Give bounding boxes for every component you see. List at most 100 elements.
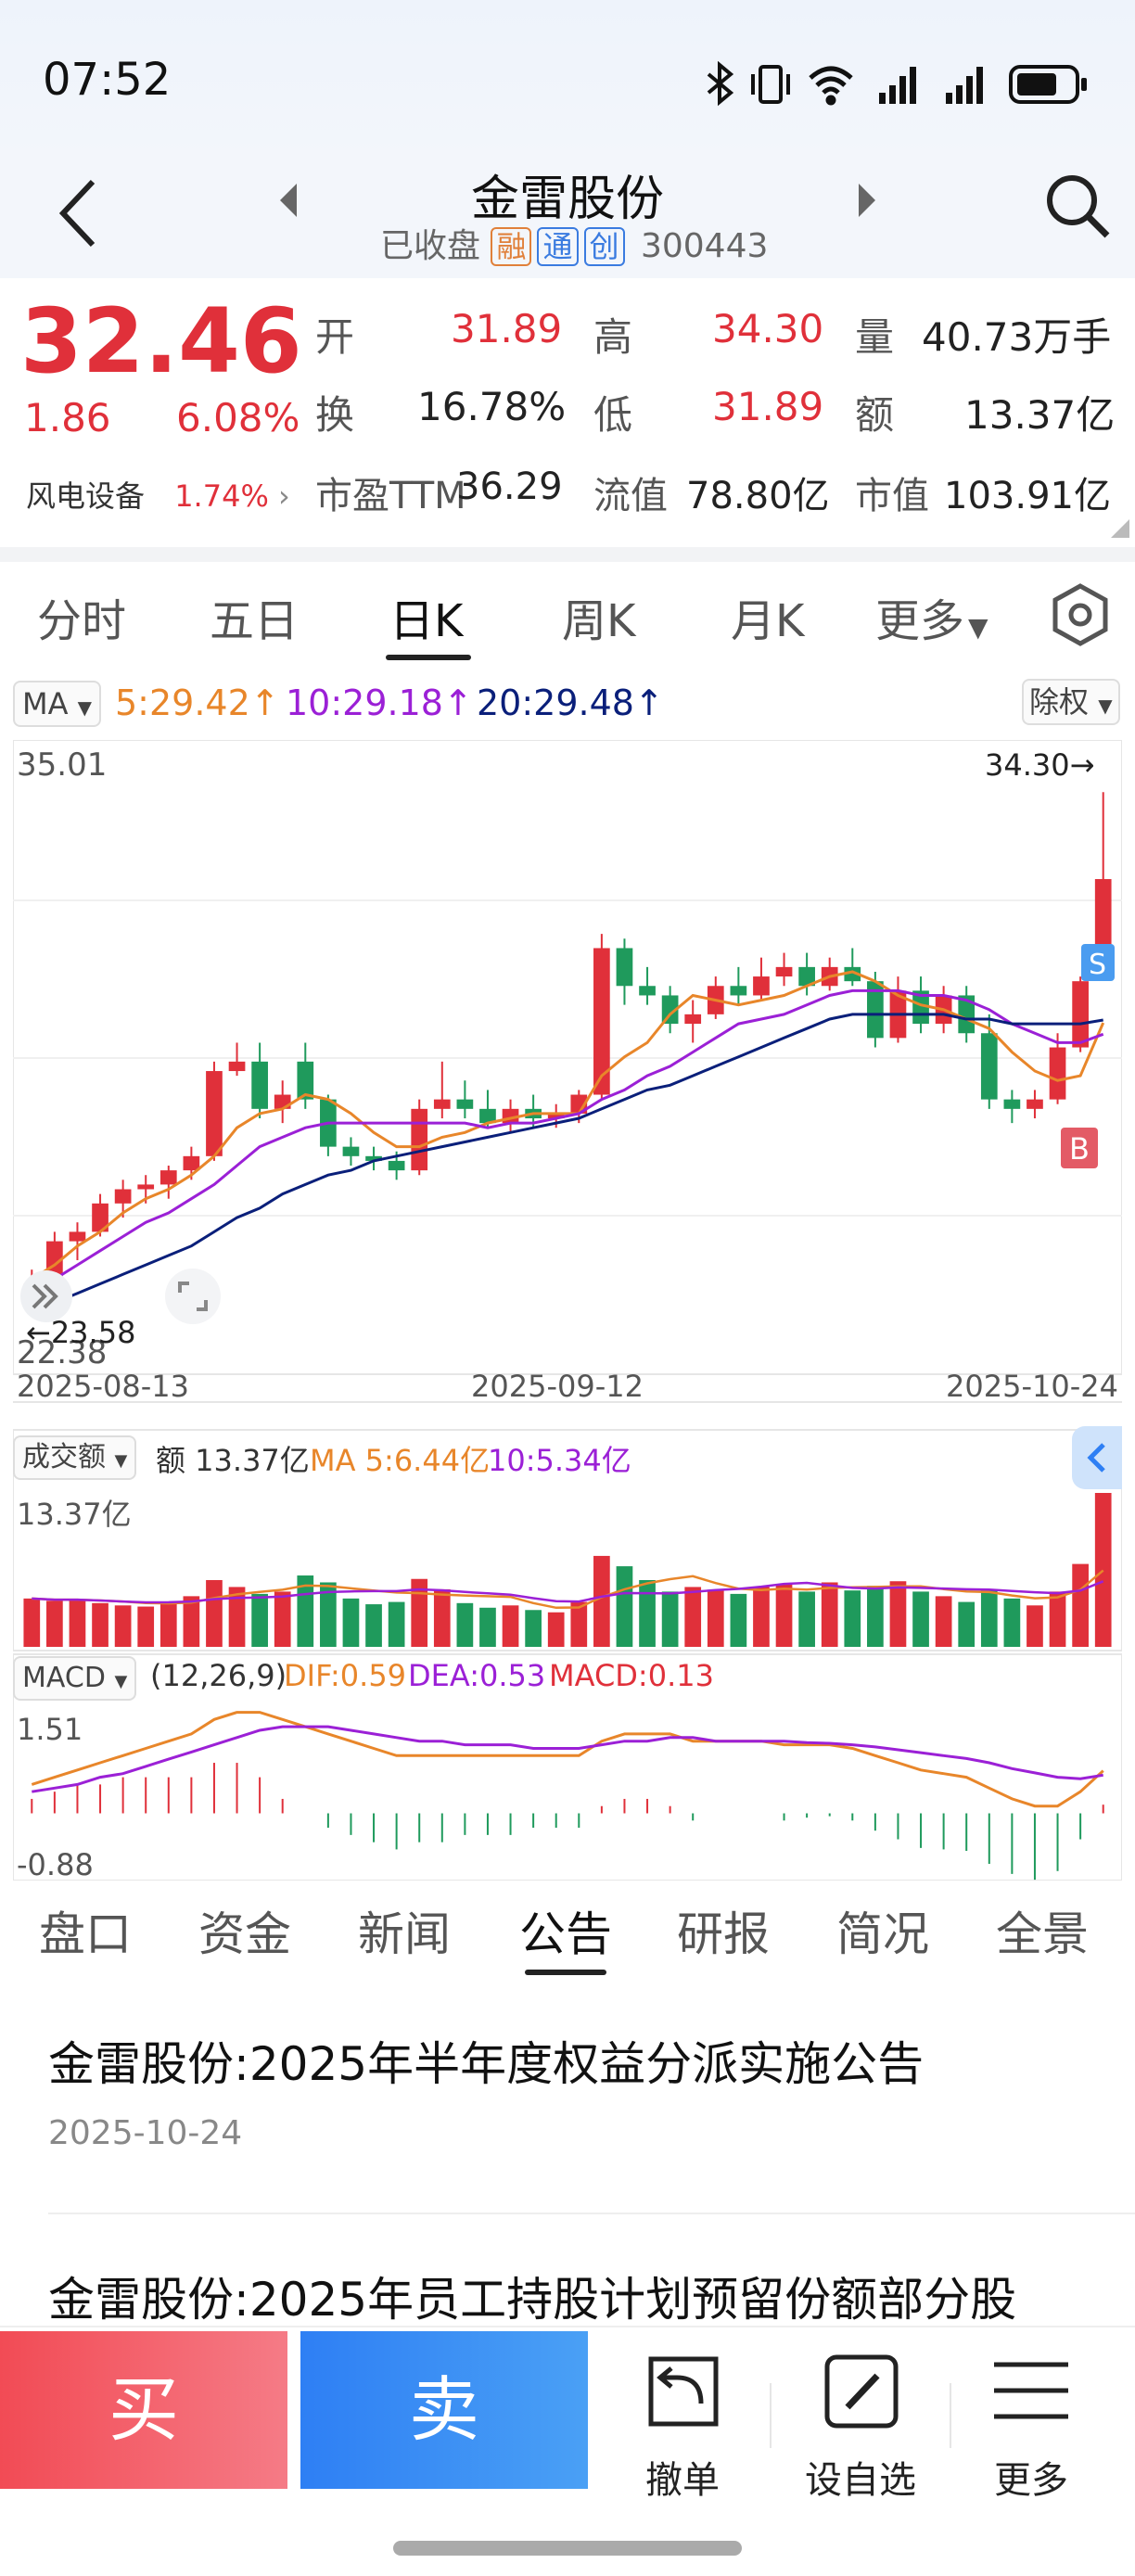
settings-hexagon-icon[interactable] [1048, 582, 1113, 647]
announcement-item[interactable]: 金雷股份:2025年员工持股计划预留份额部分股 [48, 2263, 1135, 2329]
tab-more[interactable]: 更多 ▼ [875, 584, 988, 649]
menu-icon [994, 2362, 1068, 2419]
volume-bar [661, 1591, 679, 1647]
tab-capital[interactable]: 资金 [198, 1907, 291, 1961]
announcement-item[interactable]: 金雷股份:2025年半年度权益分派实施公告 2025-10-24 [48, 2027, 1105, 2152]
date-label-start: 2025-08-13 [17, 1369, 189, 1404]
volume-bar [365, 1604, 382, 1647]
tab-intraday[interactable]: 分时 [37, 595, 127, 647]
label-low: 低 [593, 392, 633, 438]
volume-bar [1003, 1598, 1021, 1647]
volume-bar [388, 1601, 405, 1647]
candle [342, 1137, 360, 1167]
badge-chinext: 创 [583, 227, 625, 266]
ma-selector[interactable]: MA ▼ [13, 681, 102, 727]
candle [753, 957, 770, 1001]
industry-row[interactable]: 风电设备 1.74% › [26, 478, 290, 514]
macd-params: (12,26,9) [150, 1658, 287, 1693]
value-high: 34.30 [712, 306, 824, 351]
tab-monthly-k[interactable]: 月K [731, 595, 805, 647]
tab-daily-k[interactable]: 日K [389, 595, 464, 647]
buy-signal-marker[interactable] [1061, 1128, 1098, 1168]
date-label-end: 2025-10-24 [946, 1369, 1118, 1404]
tab-weekly-k[interactable]: 周K [562, 595, 636, 647]
volume-bar [69, 1600, 86, 1647]
volume-bar [707, 1590, 724, 1647]
kline-chart[interactable]: 35.01 22.38 34.30→ ←23.58 S B 2025-08-13… [13, 740, 1122, 1881]
ma10-label: 10:29.18 [286, 682, 443, 723]
volume-bar [525, 1610, 542, 1647]
side-panel-toggle[interactable] [1072, 1426, 1122, 1489]
list-divider [48, 2213, 1135, 2214]
wifi-icon [809, 66, 853, 106]
price-change-pct: 6.08% [176, 395, 300, 440]
volume-bar [137, 1606, 155, 1647]
sell-signal-marker[interactable] [1081, 944, 1115, 981]
expand-corner-icon[interactable] [1109, 517, 1131, 540]
home-indicator[interactable] [393, 2541, 742, 2556]
candle [69, 1222, 86, 1261]
ma5-value: 5:29.42↑ [115, 682, 280, 723]
macd-selector[interactable]: MACD ▼ [13, 1656, 137, 1701]
collapse-arrows-icon[interactable] [20, 1270, 72, 1322]
candle [1027, 1090, 1043, 1119]
ma20-label: 20:29.48 [477, 682, 634, 723]
ma10-line [31, 988, 1104, 1290]
tab-news[interactable]: 新闻 [358, 1907, 451, 1961]
volume-bar [159, 1601, 177, 1647]
volume-bar [798, 1591, 815, 1647]
volume-bar [433, 1588, 451, 1647]
prev-stock-icon[interactable] [278, 182, 299, 219]
volume-bar [684, 1587, 702, 1647]
volume-bar [1027, 1605, 1043, 1647]
search-icon[interactable] [1042, 171, 1113, 241]
volume-amount: 额 13.37亿 [156, 1443, 310, 1478]
volume-selector[interactable]: 成交额 ▼ [13, 1435, 137, 1480]
volume-bar [1049, 1591, 1066, 1647]
more-button[interactable]: 更多 [948, 2350, 1115, 2502]
value-open: 31.89 [451, 306, 563, 351]
tab-announcements[interactable]: 公告 [519, 1907, 612, 1961]
section-divider [0, 547, 1135, 562]
tab-order-book[interactable]: 盘口 [39, 1907, 132, 1961]
macd-dif: DIF:0.59 [284, 1658, 407, 1693]
battery-icon [1009, 65, 1087, 104]
bluetooth-icon [707, 61, 734, 107]
volume-bar [23, 1598, 41, 1647]
buy-button[interactable]: 买 [0, 2331, 287, 2489]
tab-five-day[interactable]: 五日 [210, 595, 300, 647]
sell-button[interactable]: 卖 [300, 2331, 588, 2489]
candle [251, 1042, 268, 1119]
announcement-title: 金雷股份:2025年员工持股计划预留份额部分股 [48, 2273, 1017, 2327]
stock-code: 300443 [640, 227, 769, 265]
add-watchlist-button[interactable]: 设自选 [777, 2350, 944, 2502]
candle [730, 966, 747, 1005]
candle [775, 952, 793, 987]
stock-subtitle: 已收盘 融通创 300443 [380, 219, 768, 267]
fullscreen-icon[interactable] [165, 1269, 221, 1324]
next-stock-icon[interactable] [857, 182, 877, 219]
candle [684, 1000, 702, 1043]
undo-order-icon [648, 2356, 719, 2427]
chevron-down-icon: ▼ [968, 612, 988, 643]
ma20-value: 20:29.48↑ [477, 682, 664, 723]
tab-profile[interactable]: 简况 [836, 1907, 929, 1961]
info-tab-indicator [525, 1970, 606, 1975]
status-time: 07:52 [43, 54, 172, 106]
label-turnover: 换 [315, 392, 355, 438]
candle [479, 1090, 496, 1129]
ma5-label: 5:29.42 [115, 682, 250, 723]
low-marker-value: 23.58 [51, 1315, 136, 1350]
candle [616, 938, 633, 1005]
adjust-selector[interactable]: 除权 ▼ [1022, 679, 1120, 725]
toolbar-divider [770, 2383, 772, 2448]
candle [844, 948, 861, 987]
tab-research[interactable]: 研报 [677, 1907, 770, 1961]
candle [159, 1166, 177, 1199]
tab-overview[interactable]: 全景 [996, 1907, 1089, 1961]
back-icon[interactable] [56, 176, 102, 250]
volume-bar [912, 1591, 929, 1647]
cancel-order-button[interactable]: 撤单 [599, 2350, 766, 2502]
ma5-line [31, 970, 1105, 1281]
volume-bar [775, 1584, 793, 1647]
